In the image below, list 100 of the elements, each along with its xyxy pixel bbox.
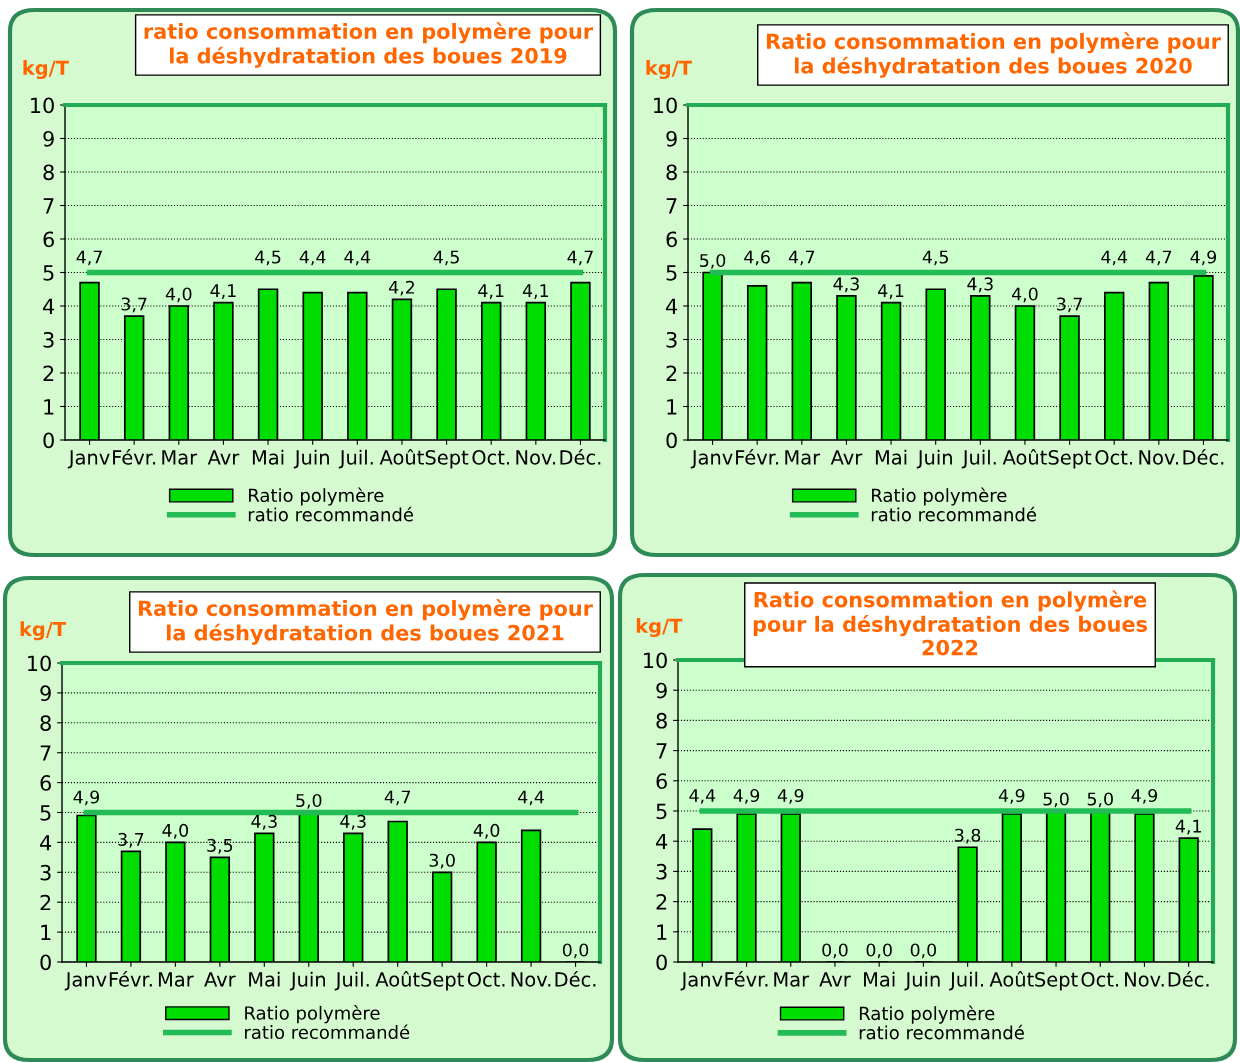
y-axis-title: kg/T	[636, 618, 683, 638]
legend-label: ratio recommandé	[871, 506, 1037, 522]
y-tick-label: 0	[656, 954, 667, 971]
x-tick-label: Mai	[252, 449, 284, 465]
y-tick-label: 10	[31, 97, 54, 114]
x-tick-label: Sept	[1035, 972, 1078, 991]
x-tick-label: Avr	[819, 972, 851, 987]
x-tick-label: Févr.	[113, 448, 156, 465]
y-tick-label: 6	[40, 775, 51, 791]
x-tick-label: Juil.	[334, 971, 369, 991]
legend-label: Ratio polymère	[245, 1005, 380, 1024]
y-tick-label: 3	[666, 331, 677, 348]
x-tick-label: Déc.	[555, 970, 596, 987]
data-label: 3,0	[429, 853, 455, 869]
data-label: 3,7	[121, 297, 147, 313]
y-tick-label: 8	[656, 712, 667, 729]
legend-label: Ratio polymère	[859, 1005, 995, 1024]
data-label: 4,6	[744, 250, 770, 266]
y-tick-label: 8	[43, 164, 54, 181]
y-tick-label: 1	[41, 924, 51, 941]
y-tick-label: 10	[644, 652, 667, 669]
y-tick-label: 5	[666, 265, 677, 281]
x-tick-label: Mai	[864, 971, 895, 987]
y-tick-label: 4	[43, 298, 55, 314]
data-label: 4,0	[165, 287, 192, 303]
data-label: 4,1	[522, 284, 549, 299]
legend-label: ratio recommandé	[245, 1024, 410, 1040]
y-tick-label: 2	[43, 365, 54, 381]
data-label: 4,9	[1131, 788, 1158, 804]
y-tick-label: 6	[43, 231, 54, 248]
x-tick-label: Mar	[774, 972, 810, 987]
x-tick-label: Août	[989, 970, 1034, 987]
legend-label: Ratio polymère	[872, 487, 1007, 506]
y-tick-label: 6	[656, 773, 667, 790]
data-label: 4,4	[299, 250, 326, 266]
y-tick-label: 4	[656, 833, 668, 850]
data-label: 4,1	[478, 284, 504, 299]
data-label: 0,0	[822, 943, 848, 959]
y-tick-label: 9	[43, 130, 54, 147]
data-label: 4,0	[1011, 287, 1038, 303]
data-label: 4,4	[518, 790, 544, 806]
y-tick-label: 3	[40, 864, 51, 881]
x-tick-label: Oct.	[472, 450, 509, 465]
x-tick-label: Juin	[289, 971, 326, 991]
data-label: 4,9	[998, 788, 1025, 804]
y-tick-label: 2	[666, 365, 677, 381]
y-tick-label: 7	[43, 198, 54, 214]
x-tick-label: Mar	[162, 450, 198, 465]
data-label: 4,7	[384, 790, 411, 806]
data-label: 4,1	[1175, 819, 1201, 835]
y-tick-label: 6	[666, 231, 677, 248]
data-label: 3,5	[207, 838, 233, 854]
x-tick-label: Févr.	[736, 448, 779, 465]
x-tick-label: Mai	[249, 971, 280, 987]
y-tick-label: 3	[43, 331, 54, 348]
x-tick-label: Janv	[64, 972, 107, 991]
y-tick-label: 1	[44, 399, 54, 415]
y-tick-label: 2	[40, 894, 51, 911]
data-label: 4,9	[777, 788, 804, 804]
y-tick-label: 9	[666, 130, 677, 147]
x-tick-label: Févr.	[109, 970, 152, 987]
y-tick-label: 9	[40, 685, 51, 702]
x-tick-label: Févr.	[725, 970, 768, 987]
data-label: 0,0	[910, 943, 937, 959]
x-tick-label: Déc.	[1168, 970, 1209, 987]
data-label: 4,3	[833, 277, 859, 293]
chart-title: Ratio consommation en polymère pour la déshydratation des boues 2022	[753, 590, 1147, 656]
data-label: 4,7	[1145, 250, 1172, 266]
y-axis-title: kg/T	[646, 60, 692, 80]
data-label: 4,1	[210, 284, 236, 299]
x-tick-label: Janv	[67, 450, 110, 469]
y-tick-label: 0	[43, 432, 54, 449]
data-label: 5,0	[296, 793, 322, 809]
y-tick-label: 0	[666, 432, 677, 449]
data-label: 4,2	[388, 280, 415, 296]
data-label: 5,0	[1087, 792, 1113, 808]
y-tick-label: 1	[657, 924, 667, 940]
x-tick-label: Déc.	[1183, 448, 1224, 465]
x-tick-label: Janv	[680, 972, 723, 991]
x-tick-label: Août	[1002, 448, 1047, 465]
y-tick-label: 10	[28, 655, 51, 672]
y-tick-label: 2	[656, 894, 667, 910]
x-tick-label: Août	[379, 448, 424, 465]
x-tick-label: Oct.	[1095, 450, 1132, 465]
data-label: 4,4	[689, 789, 716, 804]
y-tick-label: 0	[40, 954, 51, 971]
chart-title: Ratio consommation en polymère pour la déshydratation des boues 2020	[766, 32, 1221, 78]
x-tick-label: Août	[375, 970, 420, 987]
data-label: 5,0	[700, 253, 726, 269]
data-label: 4,5	[922, 250, 948, 266]
y-axis-title: kg/T	[20, 621, 67, 641]
data-label: 4,1	[878, 284, 904, 299]
chart-title: ratio consommation en polymère pour la déshydratation des boues 2019	[144, 22, 594, 68]
x-tick-label: Juil.	[961, 449, 996, 469]
x-tick-label: Oct.	[467, 972, 505, 987]
x-tick-label: Sept	[425, 450, 469, 469]
y-tick-label: 4	[666, 298, 678, 314]
data-label: 4,7	[76, 250, 102, 266]
data-label: 4,5	[255, 250, 281, 266]
data-label: 5,0	[1043, 792, 1069, 808]
